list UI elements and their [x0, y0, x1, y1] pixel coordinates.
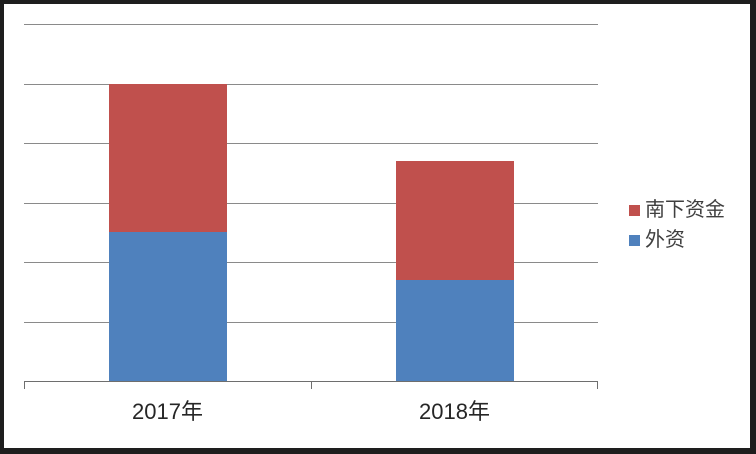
gridline [24, 262, 598, 263]
x-axis-tick [311, 381, 312, 389]
gridline [24, 143, 598, 144]
x-axis-label: 2017年 [132, 399, 203, 424]
bar-segment-南下资金-2018年 [395, 160, 514, 280]
legend-swatch-icon [629, 234, 640, 246]
gridline [24, 83, 598, 85]
bar-segment-外资-2018年 [395, 279, 514, 381]
bar-segment-南下资金-2017年 [108, 83, 227, 233]
plot-area [24, 24, 598, 389]
legend: 南下资金 外资 [629, 199, 725, 251]
x-axis-labels: 2017年 2018年 [24, 399, 598, 431]
legend-label: 南下资金 [645, 199, 725, 221]
gridline [24, 202, 598, 204]
bar-segment-外资-2017年 [108, 232, 227, 381]
legend-item: 外资 [629, 229, 725, 251]
x-axis-tick [597, 381, 598, 389]
legend-swatch-icon [629, 204, 640, 216]
x-axis-tick [24, 381, 25, 389]
x-axis-label: 2018年 [419, 399, 490, 424]
legend-item: 南下资金 [629, 199, 725, 221]
legend-label: 外资 [645, 229, 685, 251]
gridline [24, 24, 598, 25]
gridline [24, 321, 598, 323]
